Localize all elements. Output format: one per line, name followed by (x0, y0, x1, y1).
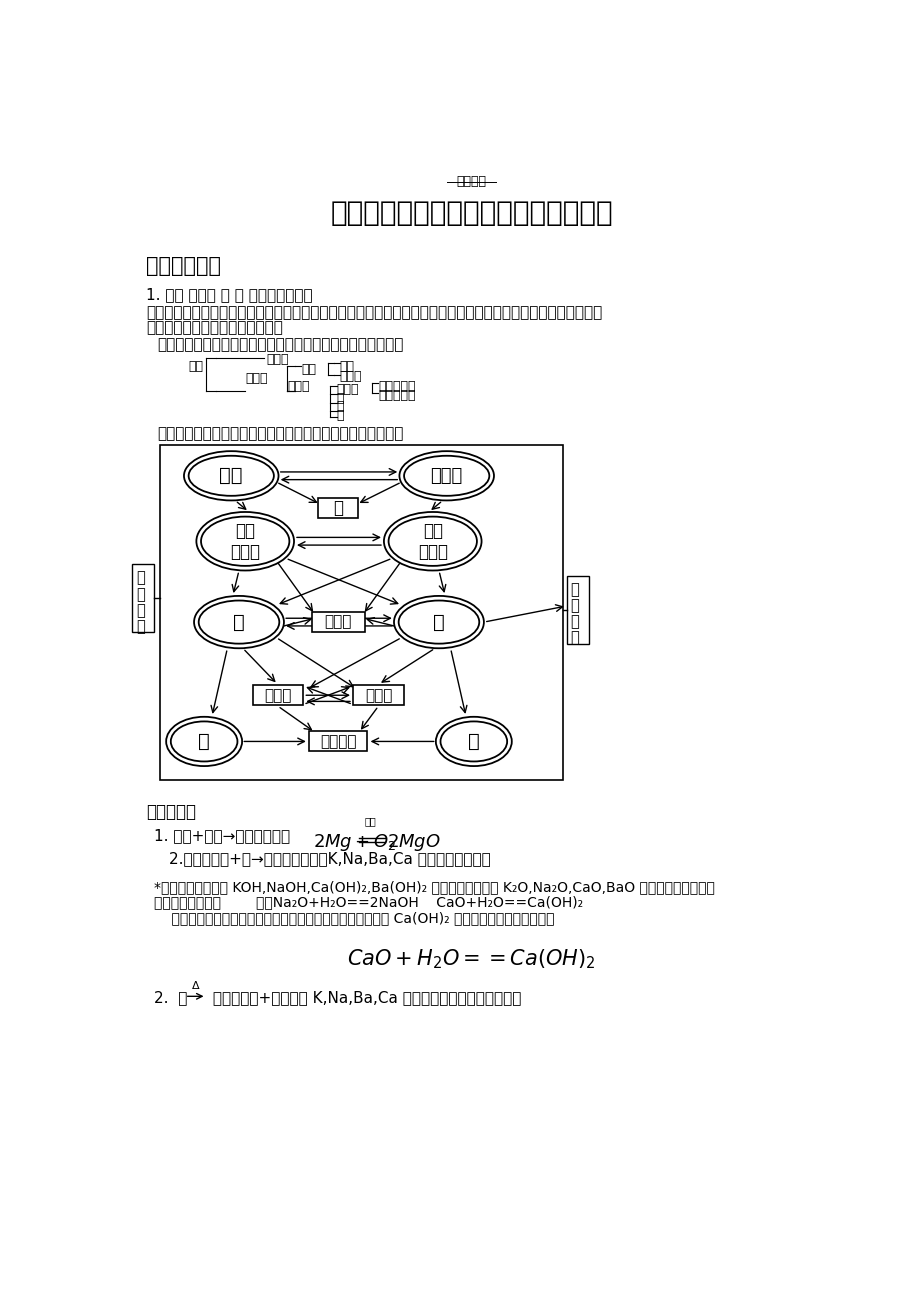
Ellipse shape (436, 717, 511, 766)
Text: 非金属: 非金属 (339, 370, 362, 383)
Text: 相应碱，其余不能        如：Na₂O+H₂O==2NaOH    CaO+H₂O==Ca(OH)₂: 相应碱，其余不能 如：Na₂O+H₂O==2NaOH CaO+H₂O==Ca(O… (153, 896, 583, 909)
Ellipse shape (201, 517, 289, 566)
Ellipse shape (166, 717, 242, 766)
Ellipse shape (383, 512, 481, 570)
Text: 单质、氧化物、酸碱盐的相互转化关系: 单质、氧化物、酸碱盐的相互转化关系 (330, 199, 612, 227)
Ellipse shape (399, 452, 494, 500)
Ellipse shape (196, 512, 294, 570)
Text: 碱和盐: 碱和盐 (264, 687, 291, 703)
Bar (253, 685, 302, 706)
Text: 细心整理: 细心整理 (456, 176, 486, 189)
Text: 盐: 盐 (136, 570, 144, 586)
Text: 盐: 盐 (198, 732, 210, 751)
Text: 和: 和 (136, 587, 144, 602)
Text: 纯净物: 纯净物 (245, 372, 267, 385)
Text: 盐: 盐 (468, 732, 479, 751)
Text: 另两种盐: 另两种盐 (320, 734, 356, 749)
Text: 2.  碱: 2. 碱 (153, 990, 192, 1005)
Text: 金属: 金属 (339, 361, 355, 374)
Text: 金: 金 (136, 603, 144, 618)
Bar (353, 685, 403, 706)
Text: 酸: 酸 (433, 612, 445, 631)
Ellipse shape (188, 456, 274, 496)
Ellipse shape (398, 600, 479, 643)
Text: 酸性
氧化物: 酸性 氧化物 (417, 522, 448, 561)
Text: 盐和水: 盐和水 (324, 615, 351, 630)
Text: 一、首先将物质进展简洁分类（只分到如下的七类物质即可）: 一、首先将物质进展简洁分类（只分到如下的七类物质即可） (157, 337, 403, 352)
Text: 酸性氧化物: 酸性氧化物 (378, 380, 415, 393)
Ellipse shape (440, 721, 506, 762)
Text: $2MgO$: $2MgO$ (387, 832, 440, 853)
Bar (309, 732, 367, 751)
Text: 碱: 碱 (336, 400, 344, 413)
Ellipse shape (393, 596, 483, 648)
Text: *只有四种可溶性碱 KOH,NaOH,Ca(OH)₂,Ba(OH)₂ 对应的碱性氧化物 K₂O,Na₂O,CaO,BaO 可干脆与水化合生成: *只有四种可溶性碱 KOH,NaOH,Ca(OH)₂,Ba(OH)₂ 对应的碱性… (153, 880, 714, 894)
Text: 和: 和 (570, 598, 579, 613)
Text: 2.碱性氧化物+水→碱：（一般仅：K,Na,Ba,Ca 的氧化物可以。）: 2.碱性氧化物+水→碱：（一般仅：K,Na,Ba,Ca 的氧化物可以。） (169, 850, 491, 866)
Text: 混合物: 混合物 (266, 353, 289, 366)
Text: 化合物: 化合物 (287, 380, 309, 392)
Text: 酸和盐: 酸和盐 (365, 687, 391, 703)
Bar (318, 499, 358, 518)
Text: $CaO + H_2O == Ca(OH)_2$: $CaO + H_2O == Ca(OH)_2$ (346, 948, 596, 971)
Text: 碱性氧化物: 碱性氧化物 (378, 389, 415, 402)
Ellipse shape (199, 600, 279, 643)
Text: 酸: 酸 (336, 392, 344, 405)
Text: 故：上述四种氧化物溶于水时得到的都是相应碱的溶液，除 Ca(OH)₂ 是微溶碱外，其余都易溶。: 故：上述四种氧化物溶于水时得到的都是相应碱的溶液，除 Ca(OH)₂ 是微溶碱外… (153, 911, 553, 924)
Text: 学习完《酸、碱、盐》一章后，同学们时时会有一种内容太多、没有头绪的感觉。其实，只要稍加整理，就会发觉: 学习完《酸、碱、盐》一章后，同学们时时会有一种内容太多、没有头绪的感觉。其实，只… (146, 305, 602, 320)
Text: 属: 属 (136, 618, 144, 634)
Text: 二、将上述七类物质之间的转化和相互反响的关系列表如下：: 二、将上述七类物质之间的转化和相互反响的关系列表如下： (157, 426, 403, 441)
Ellipse shape (171, 721, 237, 762)
Text: 碱性
氧化物: 碱性 氧化物 (230, 522, 260, 561)
Text: 点燃: 点燃 (365, 816, 376, 827)
Bar (160, 445, 562, 780)
Bar (132, 564, 153, 631)
Ellipse shape (194, 596, 284, 648)
Text: 1. 单质 氧化物 酸 碱 盐的转化关系图: 1. 单质 氧化物 酸 碱 盐的转化关系图 (146, 288, 312, 302)
Ellipse shape (388, 517, 476, 566)
Text: 非金属: 非金属 (430, 467, 462, 484)
Text: 氢: 氢 (570, 615, 579, 629)
Text: 盐: 盐 (333, 499, 343, 517)
Text: 【学问回忆】: 【学问回忆】 (146, 256, 221, 276)
Text: 碱: 碱 (233, 612, 244, 631)
Text: 单质: 单质 (301, 363, 315, 376)
Bar (566, 575, 588, 643)
Text: 物质: 物质 (188, 361, 203, 374)
Text: 碱性氧化物+水：（除 K,Na,Ba,Ca 的氢氧化物外一般都可以。）: 碱性氧化物+水：（除 K,Na,Ba,Ca 的氢氧化物外一般都可以。） (208, 990, 521, 1005)
Ellipse shape (403, 456, 489, 496)
Text: Δ: Δ (191, 980, 199, 991)
Text: 盐: 盐 (336, 409, 344, 422)
Ellipse shape (184, 452, 278, 500)
Text: 氧化物: 氧化物 (336, 383, 358, 396)
Text: 竖的关系：: 竖的关系： (146, 803, 196, 822)
Text: 金属: 金属 (220, 466, 243, 486)
Text: 盐: 盐 (570, 582, 579, 598)
Text: $2Mg + O_2$: $2Mg + O_2$ (312, 832, 395, 853)
Text: 物质之间的关系是有规律可循的。: 物质之间的关系是有规律可循的。 (146, 320, 282, 335)
Text: 气: 气 (570, 630, 579, 646)
Bar (312, 612, 364, 631)
Text: 1. 金属+氧气→碱性氧化物：: 1. 金属+氧气→碱性氧化物： (153, 828, 289, 842)
